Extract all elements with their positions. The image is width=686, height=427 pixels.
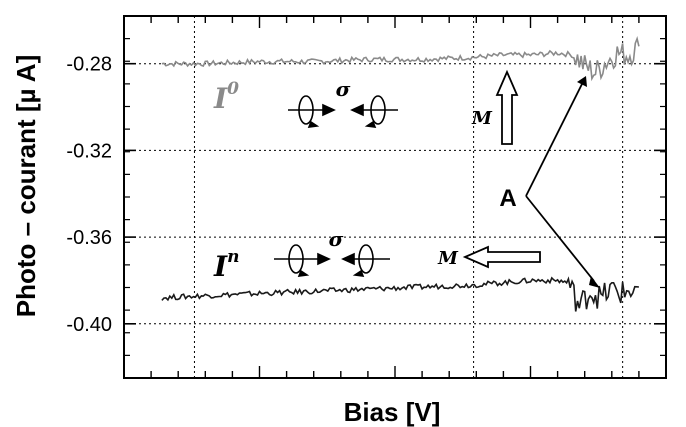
- series-label-in-main: I: [213, 250, 228, 283]
- ticks: [124, 16, 666, 378]
- magnetization-label-left: M: [437, 248, 459, 269]
- magnetization-label-up: M: [471, 108, 493, 129]
- y-tick-labels: -0.28 -0.32 -0.36 -0.40: [66, 54, 112, 336]
- y-axis-label: Photo – courant [µ A]: [11, 55, 41, 317]
- series-label-i0: I0: [213, 79, 239, 115]
- y-tick-label: -0.40: [66, 314, 112, 336]
- circular-polarization-icon-bottom: [274, 244, 390, 277]
- sigma-label-top: σ: [336, 77, 351, 101]
- y-tick-label: -0.32: [66, 140, 112, 162]
- series-line: [161, 36, 640, 82]
- y-tick-label: -0.28: [66, 54, 112, 76]
- magnetization-arrow-up-icon: [495, 69, 519, 145]
- plot-frame: [123, 15, 667, 379]
- annotation-pointer-arrows: [525, 76, 600, 288]
- y-tick-label: -0.36: [66, 227, 112, 249]
- series-label-i0-sup: 0: [227, 79, 239, 99]
- circular-polarization-icon-top: [288, 95, 398, 128]
- series-label-in-sup: n: [227, 247, 239, 267]
- series-group: [161, 36, 640, 312]
- annotation-label-a: A: [499, 185, 516, 212]
- magnetization-arrow-left-icon: [462, 245, 541, 269]
- series-line: [161, 276, 639, 312]
- series-label-in: In: [213, 247, 239, 283]
- x-axis-label: Bias [V]: [344, 397, 441, 427]
- series-label-i0-main: I: [213, 82, 228, 115]
- sigma-label-bottom: σ: [329, 227, 344, 251]
